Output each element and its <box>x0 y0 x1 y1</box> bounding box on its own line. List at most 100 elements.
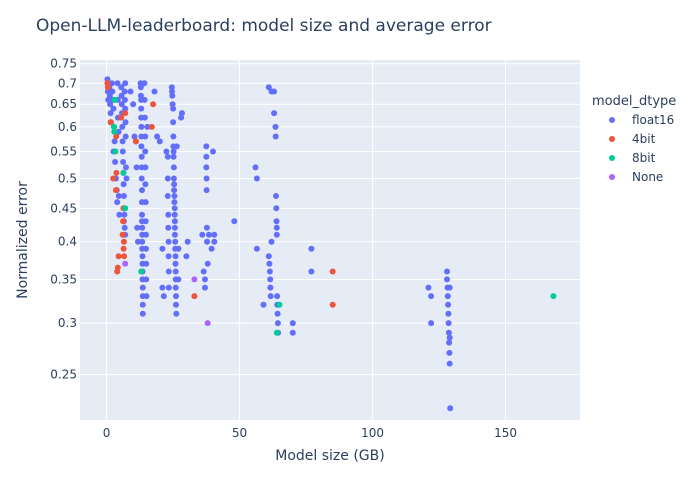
y-tick-label: 0.3 <box>58 316 77 330</box>
data-point <box>130 101 137 108</box>
data-point <box>444 293 451 300</box>
data-point <box>143 293 150 300</box>
y-tick-label: 0.7 <box>58 76 77 90</box>
data-point <box>267 276 274 283</box>
data-point <box>171 224 178 231</box>
data-point <box>445 301 452 308</box>
data-point <box>273 231 280 238</box>
y-axis-title: Normalized error <box>15 181 31 299</box>
x-axis-title: Model size (GB) <box>275 448 384 464</box>
data-point <box>202 284 208 291</box>
data-point <box>141 114 148 121</box>
data-point <box>274 293 281 300</box>
data-point <box>111 123 117 130</box>
data-point <box>141 80 148 87</box>
data-point <box>267 284 274 291</box>
data-point <box>114 199 121 206</box>
data-point <box>178 110 185 117</box>
data-point <box>173 301 179 308</box>
data-point <box>204 260 211 267</box>
data-point <box>446 360 453 367</box>
data-point <box>134 224 141 231</box>
data-point <box>173 293 179 300</box>
legend-item-none[interactable]: None <box>609 170 663 184</box>
series-8bit <box>111 96 557 336</box>
data-point <box>156 138 163 145</box>
data-point <box>172 238 179 245</box>
data-point <box>165 268 172 275</box>
data-point <box>169 92 176 99</box>
data-point <box>120 181 127 188</box>
data-point <box>121 224 128 231</box>
data-point <box>211 238 218 245</box>
data-point <box>133 164 140 171</box>
data-point <box>171 231 178 238</box>
data-point <box>112 148 119 155</box>
data-point <box>118 114 125 121</box>
data-point <box>171 205 178 212</box>
data-point <box>120 238 127 245</box>
legend-marker <box>609 117 615 123</box>
legend: model_dtype float16 4bit 8bit None <box>592 94 676 184</box>
y-tick-label: 0.35 <box>50 272 77 286</box>
data-point <box>173 143 180 150</box>
data-point <box>199 231 206 238</box>
data-point <box>120 218 127 225</box>
data-point <box>151 88 158 95</box>
data-point <box>112 187 119 194</box>
data-point <box>159 245 166 252</box>
legend-marker <box>609 155 615 161</box>
data-point <box>115 193 122 199</box>
y-tick-label: 0.65 <box>50 97 77 111</box>
data-point <box>171 193 178 199</box>
data-point <box>204 238 211 245</box>
data-point <box>170 105 177 112</box>
chart-title: Open-LLM-leaderboard: model size and ave… <box>36 16 492 36</box>
data-point <box>202 276 208 283</box>
data-point <box>178 114 185 121</box>
legend-item-8bit[interactable]: 8bit <box>609 151 656 165</box>
data-point <box>173 310 180 317</box>
data-point <box>425 284 432 291</box>
data-point <box>211 231 218 238</box>
data-point <box>428 320 435 327</box>
data-points <box>104 76 557 412</box>
data-point <box>139 187 145 194</box>
data-point <box>109 88 116 95</box>
legend-item-4bit[interactable]: 4bit <box>609 132 656 146</box>
data-point <box>165 253 172 260</box>
data-point <box>210 148 216 155</box>
data-point <box>171 199 178 206</box>
data-point <box>118 101 125 108</box>
data-point <box>183 253 190 260</box>
data-point <box>139 211 145 218</box>
legend-label: 8bit <box>632 151 656 165</box>
y-tick-labels: 0.25 0.3 0.35 0.4 0.45 0.5 0.55 0.6 0.65 0.7 0.75 <box>50 57 77 382</box>
legend-marker <box>609 136 615 142</box>
data-point <box>200 268 207 275</box>
data-point <box>172 260 179 267</box>
data-point <box>127 88 134 95</box>
data-point <box>271 110 278 117</box>
y-tick-label: 0.45 <box>50 201 77 215</box>
data-point <box>272 133 279 140</box>
data-point <box>119 138 126 145</box>
data-point <box>112 159 119 165</box>
data-point <box>170 119 177 126</box>
legend-item-float16[interactable]: float16 <box>609 113 674 127</box>
data-point <box>550 293 557 300</box>
data-point <box>272 123 279 130</box>
data-point <box>107 101 114 108</box>
data-point <box>122 105 129 112</box>
data-point <box>110 175 117 182</box>
data-point <box>170 133 177 140</box>
data-point <box>273 193 279 199</box>
data-point <box>139 253 146 260</box>
data-point <box>115 128 122 135</box>
data-point <box>138 143 145 150</box>
data-point <box>111 96 118 103</box>
data-point <box>123 164 129 171</box>
data-point <box>273 329 280 336</box>
data-point <box>131 133 138 140</box>
data-point <box>123 175 130 182</box>
